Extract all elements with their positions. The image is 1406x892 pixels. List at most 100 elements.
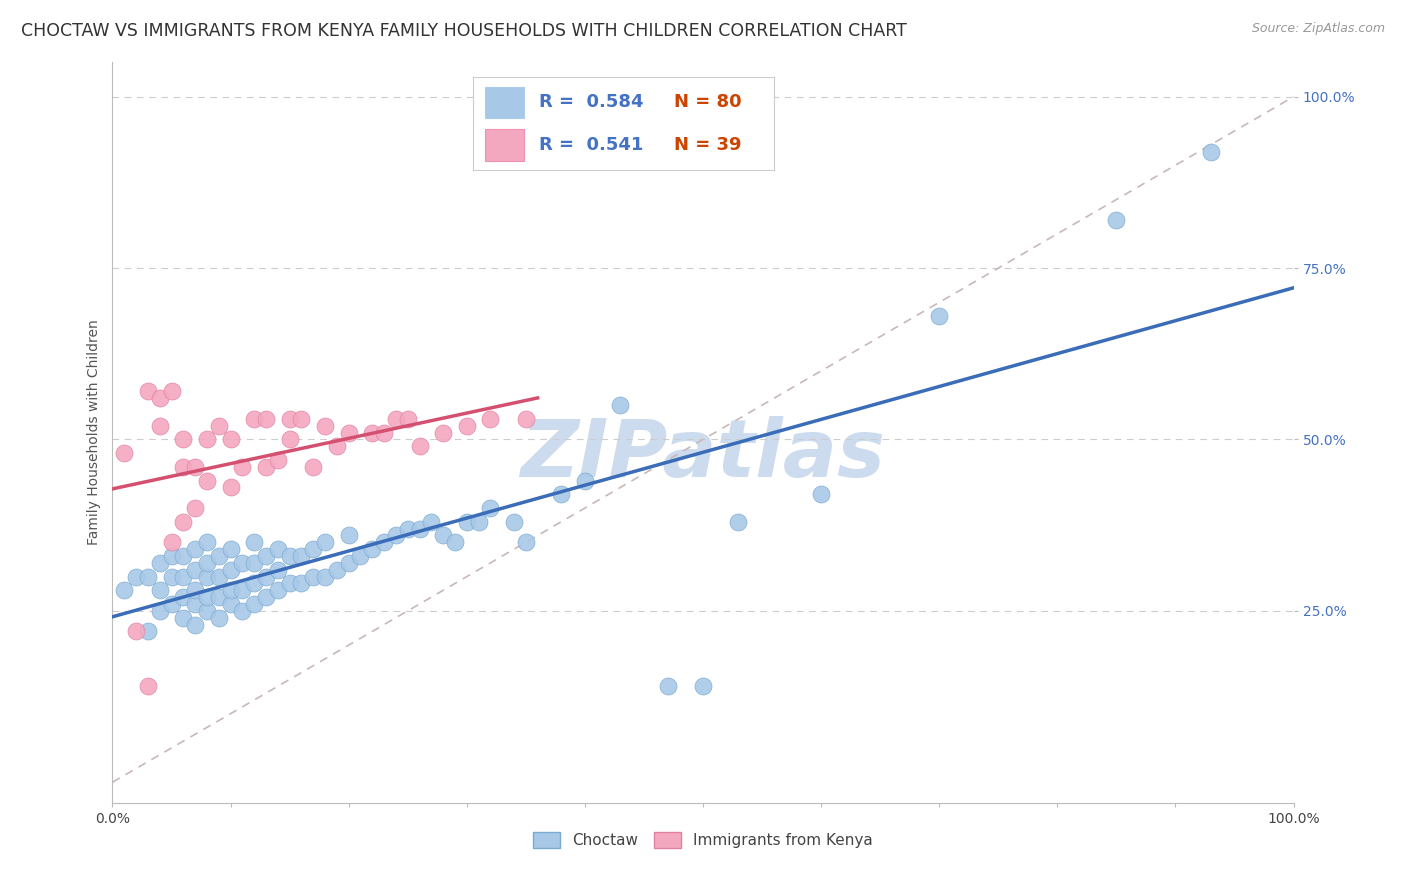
Point — [208, 590, 231, 604]
Point — [172, 549, 194, 563]
Point — [467, 515, 489, 529]
Point — [515, 535, 537, 549]
Point — [810, 487, 832, 501]
Point — [337, 425, 360, 440]
Point — [149, 604, 172, 618]
Point — [184, 459, 207, 474]
Point — [456, 418, 478, 433]
Point — [692, 679, 714, 693]
Point — [243, 556, 266, 570]
Text: CHOCTAW VS IMMIGRANTS FROM KENYA FAMILY HOUSEHOLDS WITH CHILDREN CORRELATION CHA: CHOCTAW VS IMMIGRANTS FROM KENYA FAMILY … — [21, 22, 907, 40]
Point — [550, 487, 572, 501]
Point — [184, 617, 207, 632]
Point — [195, 569, 218, 583]
Point — [278, 549, 301, 563]
Point — [208, 569, 231, 583]
Point — [408, 439, 430, 453]
Point — [231, 459, 253, 474]
Y-axis label: Family Households with Children: Family Households with Children — [87, 319, 101, 546]
Point — [219, 542, 242, 557]
Point — [314, 418, 336, 433]
Point — [432, 528, 454, 542]
Point — [302, 459, 325, 474]
Point — [361, 542, 384, 557]
Point — [408, 522, 430, 536]
Text: Source: ZipAtlas.com: Source: ZipAtlas.com — [1251, 22, 1385, 36]
Point — [420, 515, 443, 529]
Point — [219, 563, 242, 577]
Point — [278, 412, 301, 426]
Point — [302, 542, 325, 557]
Point — [219, 480, 242, 494]
Point — [136, 569, 159, 583]
Point — [302, 569, 325, 583]
Point — [160, 597, 183, 611]
Point — [195, 474, 218, 488]
Point — [254, 590, 277, 604]
Point — [609, 398, 631, 412]
Point — [928, 309, 950, 323]
Point — [396, 522, 419, 536]
Point — [136, 624, 159, 639]
Point — [149, 418, 172, 433]
Point — [574, 474, 596, 488]
Point — [195, 433, 218, 447]
Point — [290, 576, 312, 591]
Text: ZIPatlas: ZIPatlas — [520, 416, 886, 494]
Point — [184, 597, 207, 611]
Point — [184, 542, 207, 557]
Point — [396, 412, 419, 426]
Point — [503, 515, 526, 529]
Point — [160, 384, 183, 399]
Point — [314, 569, 336, 583]
Point — [444, 535, 467, 549]
Point — [254, 459, 277, 474]
Point — [219, 583, 242, 598]
Point — [243, 412, 266, 426]
Point — [278, 576, 301, 591]
Point — [184, 583, 207, 598]
Point — [136, 679, 159, 693]
Point — [290, 549, 312, 563]
Point — [184, 563, 207, 577]
Point — [337, 556, 360, 570]
Point — [231, 583, 253, 598]
Point — [172, 611, 194, 625]
Point — [267, 453, 290, 467]
Point — [149, 556, 172, 570]
Point — [326, 563, 349, 577]
Point — [385, 412, 408, 426]
Point — [243, 597, 266, 611]
Point — [373, 425, 395, 440]
Point — [172, 569, 194, 583]
Point — [195, 590, 218, 604]
Point — [727, 515, 749, 529]
Point — [314, 535, 336, 549]
Point — [208, 611, 231, 625]
Point — [160, 549, 183, 563]
Point — [172, 433, 194, 447]
Point — [195, 535, 218, 549]
Point — [385, 528, 408, 542]
Point — [231, 556, 253, 570]
Point — [267, 542, 290, 557]
Point — [160, 569, 183, 583]
Point — [479, 501, 502, 516]
Point — [195, 604, 218, 618]
Point — [172, 515, 194, 529]
Point — [515, 412, 537, 426]
Point — [254, 569, 277, 583]
Point — [267, 583, 290, 598]
Point — [361, 425, 384, 440]
Point — [243, 535, 266, 549]
Point — [208, 418, 231, 433]
Legend: Choctaw, Immigrants from Kenya: Choctaw, Immigrants from Kenya — [527, 826, 879, 855]
Point — [125, 569, 148, 583]
Point — [149, 583, 172, 598]
Point — [112, 583, 135, 598]
Point — [479, 412, 502, 426]
Point — [657, 679, 679, 693]
Point — [125, 624, 148, 639]
Point — [195, 556, 218, 570]
Point — [267, 563, 290, 577]
